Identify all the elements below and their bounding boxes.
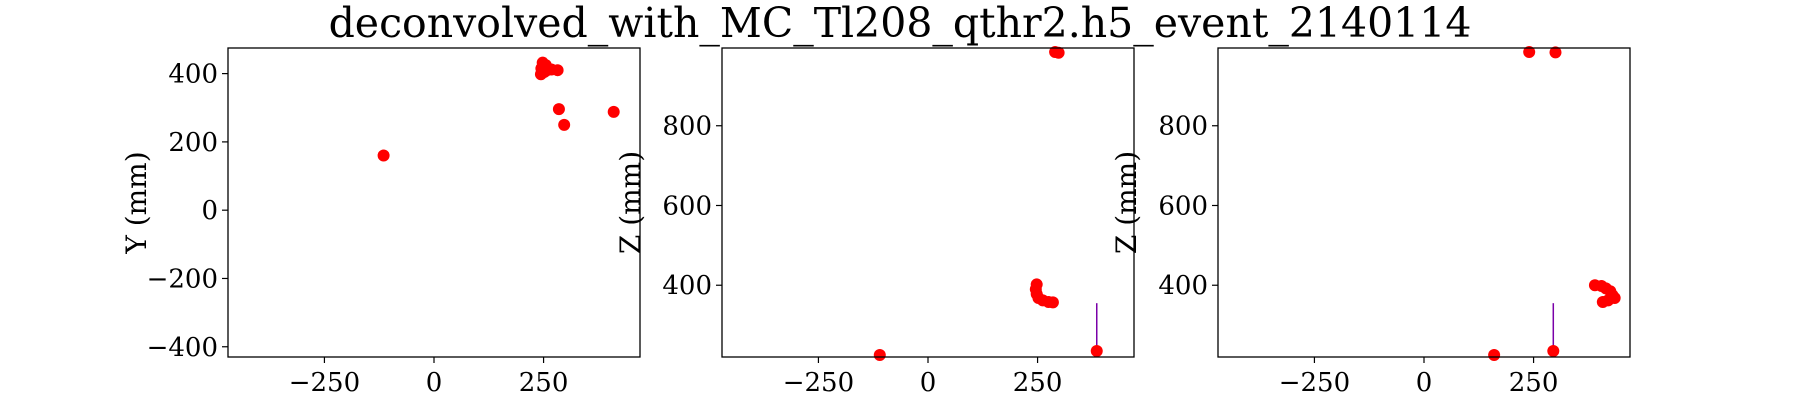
y-axis-label: Z (mm) — [614, 151, 647, 254]
y-tick-label: 800 — [1158, 112, 1208, 142]
x-tick-label: 250 — [1013, 368, 1063, 398]
data-point — [1090, 345, 1103, 358]
axes-frame — [721, 47, 1135, 358]
data-point — [1596, 295, 1609, 308]
x-tick-label: −250 — [289, 368, 360, 398]
data-point — [1046, 296, 1059, 309]
data-point — [1547, 345, 1560, 358]
data-point — [1052, 46, 1065, 59]
y-tick-label: 200 — [168, 128, 218, 158]
axes-frame — [1217, 47, 1631, 358]
x-tick-label: −250 — [783, 368, 854, 398]
x-tick-label: −250 — [1279, 368, 1350, 398]
data-point — [377, 149, 390, 162]
data-point — [551, 64, 564, 77]
y-tick-label: 400 — [168, 60, 218, 90]
x-tick-label: 0 — [920, 368, 937, 398]
data-point — [1549, 46, 1562, 59]
panel-1: −250 0 250 −400 −200 0 200 400 Y (mm) — [120, 47, 641, 398]
y-axis-label: Y (mm) — [120, 151, 153, 254]
y-axis-label: Z (mm) — [1110, 151, 1143, 254]
x-tick-label: 0 — [1416, 368, 1433, 398]
y-tick-label: −200 — [147, 264, 218, 294]
axes-frame — [227, 47, 641, 358]
x-tick-label: 250 — [519, 368, 569, 398]
y-tick-label: 600 — [662, 191, 712, 221]
panel-3: −250 0 250 400 600 800 Z (mm) — [1110, 45, 1631, 398]
panel-2: −250 0 250 400 600 800 Z (mm) — [614, 45, 1135, 398]
data-point — [873, 349, 886, 362]
data-point — [1523, 45, 1536, 58]
data-point — [607, 105, 620, 118]
x-tick-label: 250 — [1509, 368, 1559, 398]
y-tick-label: 0 — [201, 196, 218, 226]
data-point — [558, 118, 571, 131]
y-tick-label: 800 — [662, 112, 712, 142]
y-tick-label: 600 — [1158, 191, 1208, 221]
data-point — [1488, 349, 1501, 362]
y-tick-label: 400 — [662, 271, 712, 301]
data-point — [552, 103, 565, 116]
figure-title: deconvolved_with_MC_Tl208_qthr2.h5_event… — [328, 0, 1472, 47]
y-tick-label: 400 — [1158, 271, 1208, 301]
y-tick-label: −400 — [147, 333, 218, 363]
x-tick-label: 0 — [426, 368, 443, 398]
